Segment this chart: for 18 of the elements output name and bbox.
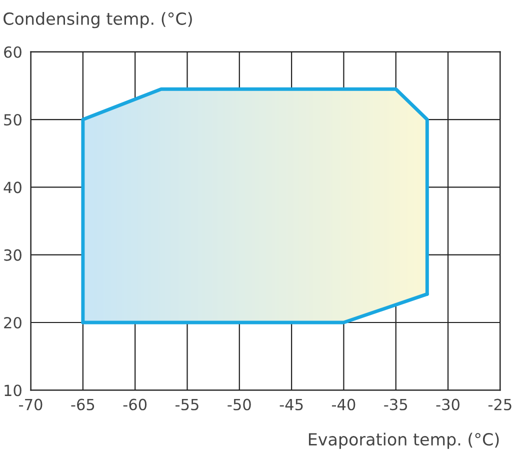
y-tick-label: 60 — [4, 46, 22, 58]
x-tick-label: -25 — [488, 398, 512, 410]
x-tick-label: -70 — [19, 398, 42, 410]
x-tick-label: -55 — [176, 398, 198, 410]
y-tick-label: 50 — [4, 114, 22, 126]
y-tick-label: 10 — [4, 384, 22, 396]
y-tick-label: 40 — [4, 182, 22, 194]
x-axis-title: Evaporation temp. (°C) — [308, 432, 499, 449]
x-tick-label: -50 — [228, 398, 251, 410]
y-axis-title: Condensing temp. (°C) — [4, 12, 192, 28]
x-tick-label: -60 — [123, 398, 147, 410]
y-tick-label: 20 — [4, 316, 22, 329]
x-tick-label: -45 — [280, 398, 303, 410]
x-tick-label: -40 — [332, 398, 356, 410]
y-tick-label: 30 — [4, 249, 22, 261]
x-tick-label: -30 — [436, 398, 460, 410]
x-tick-label: -35 — [384, 398, 408, 410]
x-tick-label: -65 — [71, 398, 94, 410]
